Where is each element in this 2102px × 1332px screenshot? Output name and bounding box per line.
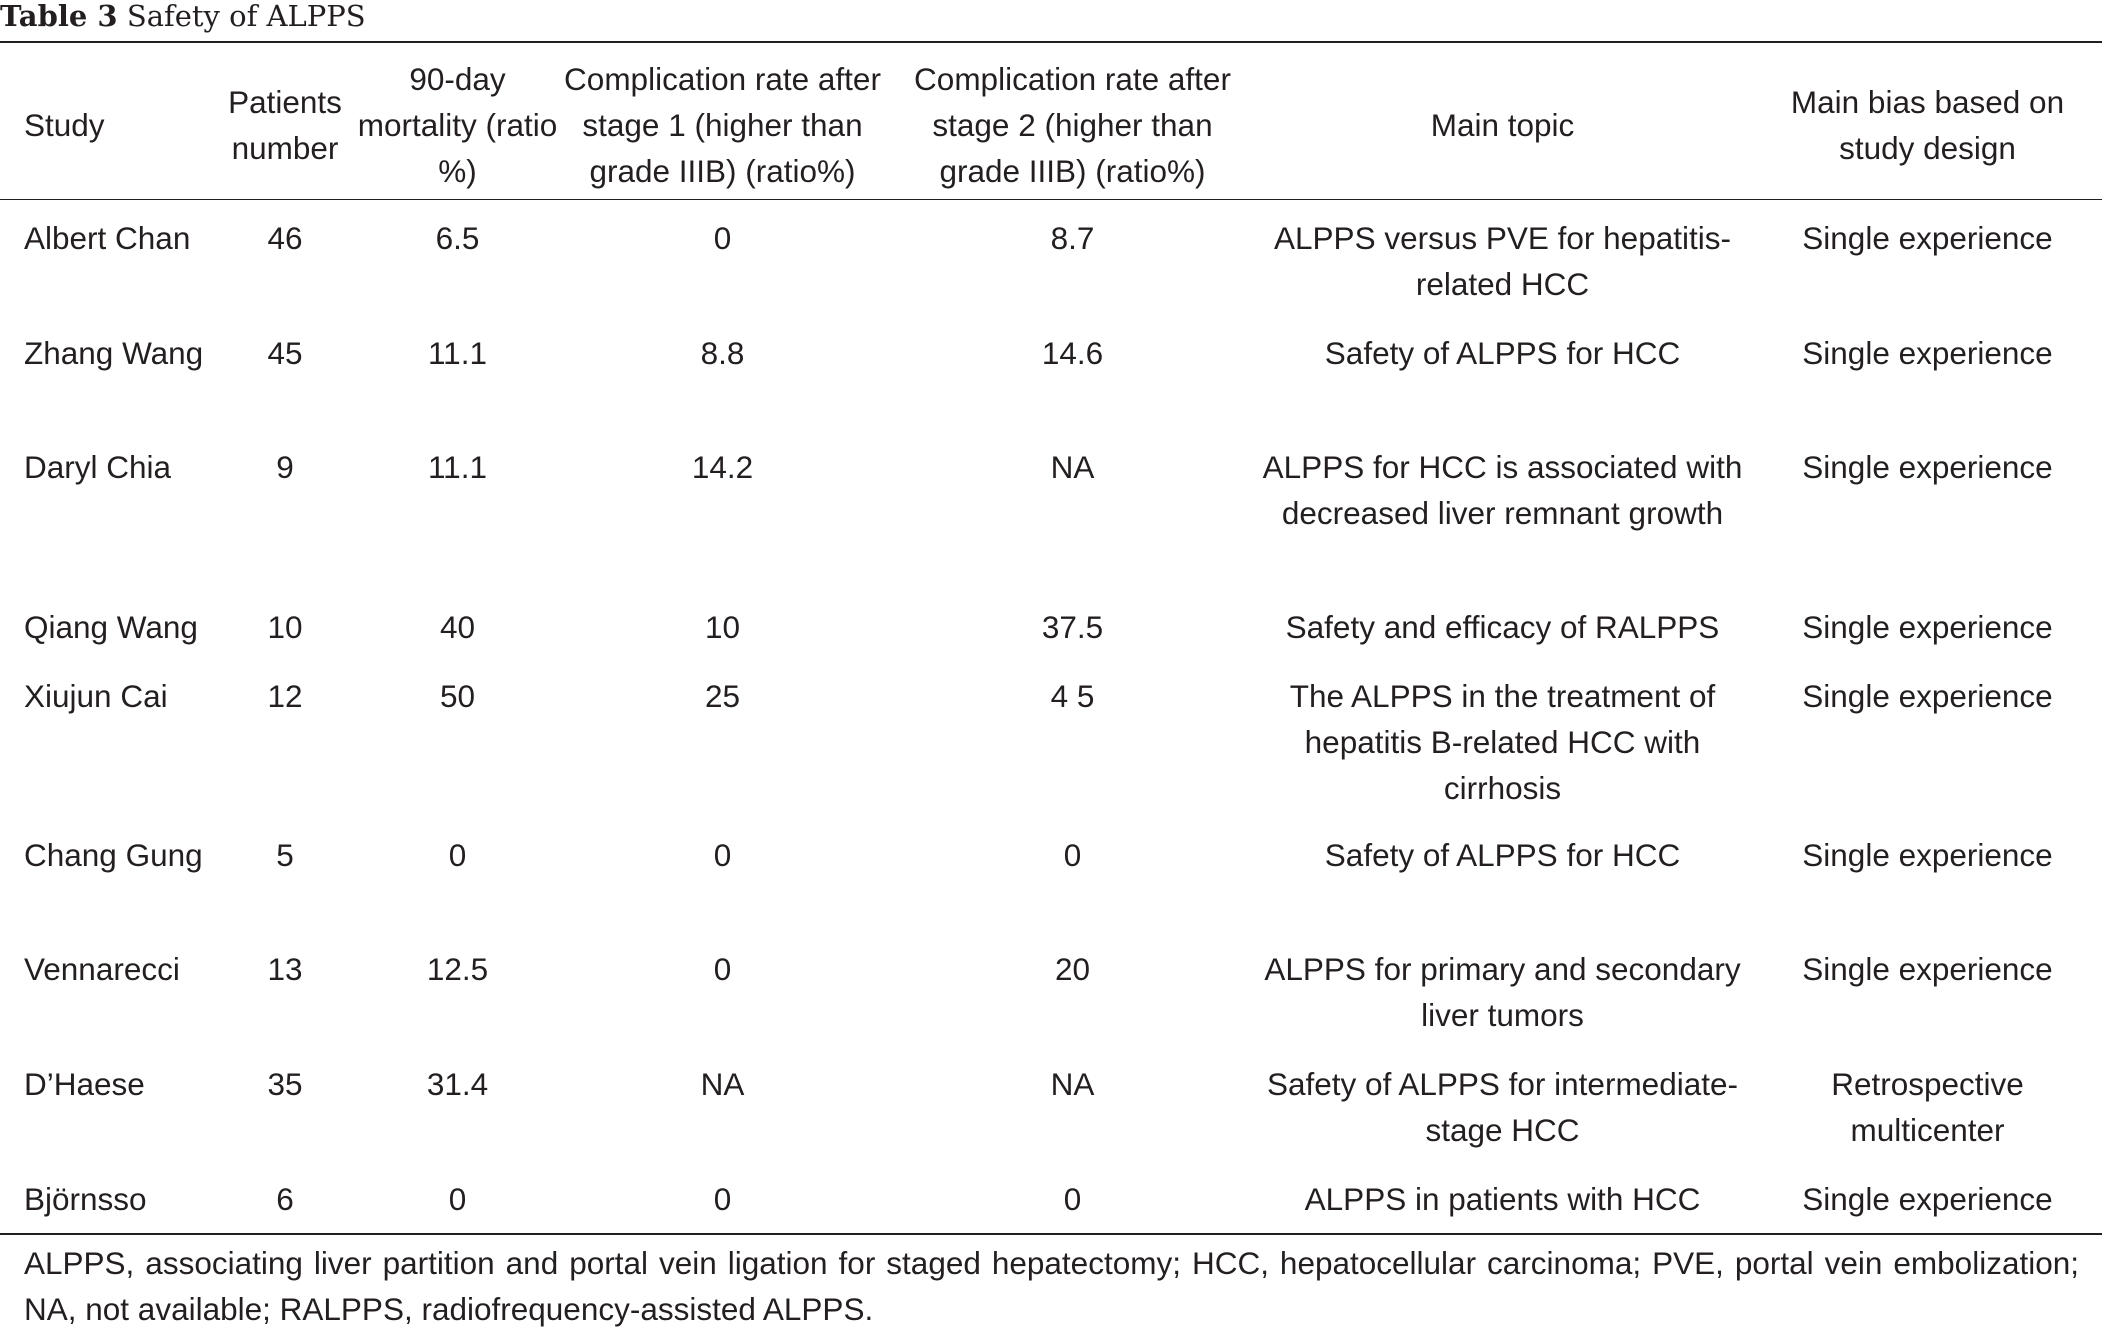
table-cell: 10: [704, 609, 741, 645]
table-cell: Single experience: [1802, 678, 2053, 714]
table-cell: 12: [267, 678, 303, 714]
table-top-rule: [0, 41, 2102, 43]
table-cell: Single experience: [1802, 609, 2053, 645]
table-cell: Safety and efficacy of RALPPS: [1285, 609, 1720, 645]
table-cell: Safety of ALPPS for intermediate-stage H…: [1267, 1066, 1738, 1148]
table-cell: Safety of ALPPS for HCC: [1324, 837, 1681, 873]
table-cell: 8.8: [700, 335, 745, 371]
table-cell: 0: [448, 1181, 467, 1217]
table-cell: 40: [439, 609, 476, 645]
header-cell: Main bias based on study design: [1790, 84, 2065, 166]
table-caption-text: Safety of ALPPS: [126, 0, 366, 33]
table-cell: 0: [448, 837, 467, 873]
table-cell: Single experience: [1802, 1181, 2053, 1217]
table-cell: 11.1: [428, 449, 487, 485]
table-cell: 25: [704, 678, 741, 714]
table-cell: 13: [267, 951, 303, 987]
table-cell: 35: [267, 1066, 303, 1102]
table-cell: Single experience: [1802, 220, 2053, 256]
header-cell: Patients number: [228, 84, 342, 166]
table-cell: 6.5: [435, 220, 480, 256]
table-cell: Retrospective multicenter: [1831, 1066, 2024, 1148]
table-header-rule: [0, 199, 2102, 200]
table-cell: 4 5: [1050, 678, 1095, 714]
table-cell: 0: [1063, 837, 1082, 873]
table-cell: ALPPS for HCC is associated with decreas…: [1262, 449, 1743, 531]
table-cell: 11.1: [428, 335, 487, 371]
table-cell: 31.4: [426, 1066, 489, 1102]
header-cell: Main topic: [1430, 107, 1575, 143]
table-cell: Single experience: [1802, 951, 2053, 987]
header-cell: Complication rate after stage 2 (higher …: [914, 61, 1231, 189]
table-cell: D’Haese: [24, 1066, 145, 1102]
header-cell: Complication rate after stage 1 (higher …: [564, 61, 881, 189]
table-cell: 0: [713, 1181, 732, 1217]
table-caption: Table 3 Safety of ALPPS: [0, 0, 366, 40]
table-cell: NA: [700, 1066, 745, 1102]
table-cell: Albert Chan: [24, 220, 191, 256]
table-cell: Single experience: [1802, 837, 2053, 873]
table-cell: Single experience: [1802, 335, 2053, 371]
table-cell: Zhang Wang: [24, 335, 204, 371]
table-footnote: ALPPS, associating liver partition and p…: [24, 1245, 2079, 1327]
table-caption-label: Table 3: [0, 0, 118, 33]
table-cell: The ALPPS in the treatment of hepatitis …: [1289, 678, 1716, 806]
table-cell: 37.5: [1041, 609, 1104, 645]
table-cell: 8.7: [1050, 220, 1095, 256]
table-cell: 12.5: [426, 951, 489, 987]
table-cell: 0: [713, 220, 732, 256]
table-cell: 0: [713, 837, 732, 873]
table-cell: 0: [713, 951, 732, 987]
table-cell: NA: [1050, 449, 1095, 485]
header-cell: 90-day mortality (ratio %): [357, 61, 558, 189]
table-cell: Björnsso: [24, 1181, 147, 1217]
table-cell: Vennarecci: [24, 951, 180, 987]
table-cell: 20: [1054, 951, 1091, 987]
table-cell: NA: [1050, 1066, 1095, 1102]
table-cell: Single experience: [1802, 449, 2053, 485]
table-cell: 45: [267, 335, 303, 371]
table-cell: 5: [276, 837, 294, 873]
table-cell: Qiang Wang: [24, 609, 198, 645]
table-cell: 10: [267, 609, 303, 645]
table-cell: Safety of ALPPS for HCC: [1324, 335, 1681, 371]
table-cell: 50: [439, 678, 476, 714]
table-cell: 9: [276, 449, 294, 485]
table-cell: 46: [267, 220, 303, 256]
table-cell: Chang Gung: [24, 837, 203, 873]
table-cell: ALPPS for primary and secondary liver tu…: [1264, 951, 1741, 1033]
table-cell: 14.2: [691, 449, 754, 485]
table-cell: 14.6: [1041, 335, 1104, 371]
header-cell: Study: [24, 107, 105, 143]
table-cell: ALPPS in patients with HCC: [1304, 1181, 1701, 1217]
table-cell: Daryl Chia: [24, 449, 172, 485]
table-bottom-rule: [0, 1233, 2102, 1235]
table-cell: Xiujun Cai: [24, 678, 168, 714]
table-cell: 6: [276, 1181, 294, 1217]
table-cell: 0: [1063, 1181, 1082, 1217]
table-cell: ALPPS versus PVE for hepatitis-related H…: [1274, 220, 1731, 302]
